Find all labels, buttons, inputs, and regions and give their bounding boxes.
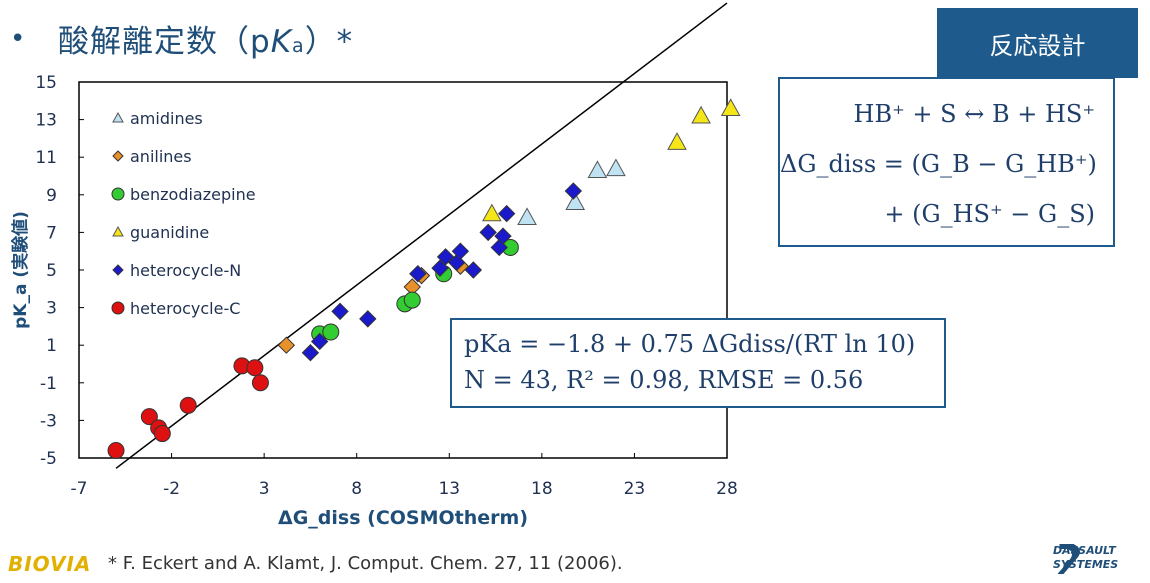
y-tick-label: 9 — [46, 186, 57, 206]
y-tick-label: 7 — [46, 223, 57, 243]
data-point-heterocycle-N — [359, 310, 377, 328]
slide-title: 酸解離定数（pKa）* — [58, 16, 353, 61]
title-end: ）* — [304, 24, 354, 60]
x-tick-label: 8 — [351, 479, 362, 499]
legend-label-guanidine: guanidine — [130, 223, 209, 242]
citation: * F. Eckert and A. Klamt, J. Comput. Che… — [108, 553, 623, 574]
y-tick-label: 5 — [46, 261, 57, 281]
y-tick-label: 13 — [35, 111, 57, 131]
fit-line — [115, 2, 728, 469]
data-point-amidines — [587, 160, 608, 179]
data-point-amidines — [517, 207, 537, 226]
y-tick-label: -3 — [40, 411, 57, 431]
data-point-guanidine — [482, 203, 502, 222]
x-tick-label: 13 — [438, 479, 460, 499]
reaction-line-3: + (G_HS⁺ − G_S) — [884, 200, 1095, 228]
x-tick-label: 3 — [259, 479, 270, 499]
data-point-benzodiazepine — [322, 323, 340, 341]
legend-label-benzodiazepine: benzodiazepine — [130, 185, 256, 204]
y-tick-label: 1 — [46, 336, 57, 356]
title-sub: a — [292, 35, 305, 57]
category-badge: 反応設計 — [937, 8, 1138, 78]
data-point-heterocycle-N — [479, 223, 497, 242]
data-point-heterocycle-N — [409, 265, 427, 283]
data-point-guanidine — [720, 98, 741, 117]
dassault-logo-icon — [1057, 544, 1081, 574]
legend-marker-heterocycle-N — [112, 264, 124, 276]
data-point-heterocycle-N — [451, 242, 470, 260]
title-k: K — [270, 24, 293, 60]
data-point-heterocycle-C — [246, 359, 264, 377]
data-point-amidines — [606, 158, 626, 177]
data-point-heterocycle-N — [464, 261, 483, 279]
x-tick-label: 23 — [624, 479, 646, 499]
data-point-guanidine — [667, 132, 687, 150]
dassault-line-1: DASSAULT — [1053, 544, 1116, 557]
y-tick-label: 11 — [35, 148, 57, 168]
x-tick-label: 28 — [716, 479, 738, 499]
title-main: 酸解離定数（p — [58, 24, 271, 60]
data-point-heterocycle-C — [179, 396, 197, 414]
y-tick-label: 3 — [46, 299, 57, 319]
reaction-equation-box: HB⁺ + S ↔ B + HS⁺ ΔG_diss = (G_B − G_HB⁺… — [778, 77, 1115, 247]
data-point-heterocycle-C — [251, 374, 269, 392]
bullet-point: • — [10, 24, 26, 54]
data-point-heterocycle-N — [331, 302, 349, 321]
reaction-line-1: HB⁺ + S ↔ B + HS⁺ — [853, 100, 1095, 128]
dassault-line-2: SYSTEMES — [1053, 558, 1119, 571]
legend-label-heterocycle-N: heterocycle-N — [130, 261, 241, 280]
data-point-heterocycle-N — [301, 344, 320, 362]
legend-label-amidines: amidines — [130, 109, 203, 128]
data-point-heterocycle-N — [431, 259, 449, 277]
data-point-heterocycle-N — [436, 248, 455, 266]
x-axis-label: ΔG_diss (COSMOtherm) — [278, 507, 528, 529]
legend-marker-anilines — [112, 150, 124, 162]
data-point-heterocycle-N — [497, 204, 516, 223]
y-axis-label: pK_a (実験値) — [10, 211, 31, 329]
biovia-logo: BIOVIA — [8, 552, 92, 576]
reaction-line-2: ΔG_diss = (G_B − G_HB⁺) — [780, 150, 1097, 178]
data-point-amidines — [565, 192, 586, 211]
y-tick-label: -1 — [40, 374, 57, 394]
data-point-benzodiazepine — [403, 291, 421, 309]
legend-marker-benzodiazepine — [111, 187, 125, 201]
legend-marker-heterocycle-C — [111, 301, 125, 315]
data-point-guanidine — [691, 105, 711, 124]
fit-line-1: pKa = −1.8 + 0.75 ΔGdiss/(RT ln 10) — [464, 330, 916, 358]
fit-line-2: N = 43, R² = 0.98, RMSE = 0.56 — [464, 366, 864, 394]
regression-equation-box: pKa = −1.8 + 0.75 ΔGdiss/(RT ln 10) N = … — [450, 318, 946, 408]
x-tick-label: -2 — [163, 479, 180, 499]
legend-marker-guanidine — [112, 225, 124, 237]
data-point-anilines — [277, 336, 296, 354]
data-point-heterocycle-N — [564, 182, 583, 200]
legend-label-anilines: anilines — [130, 147, 192, 166]
data-point-heterocycle-C — [140, 408, 158, 426]
legend-label-heterocycle-C: heterocycle-C — [130, 299, 240, 318]
data-point-heterocycle-N — [310, 332, 329, 351]
x-tick-label: -7 — [71, 479, 88, 499]
data-point-heterocycle-C — [107, 441, 125, 459]
data-point-heterocycle-C — [153, 425, 171, 443]
legend-marker-amidines — [112, 111, 124, 123]
y-tick-label: -5 — [40, 449, 57, 469]
y-tick-label: 15 — [35, 73, 57, 93]
dassault-logo-text: DASSAULT SYSTEMES — [1053, 544, 1118, 572]
x-tick-label: 18 — [531, 479, 553, 499]
data-point-heterocycle-N — [494, 227, 512, 245]
